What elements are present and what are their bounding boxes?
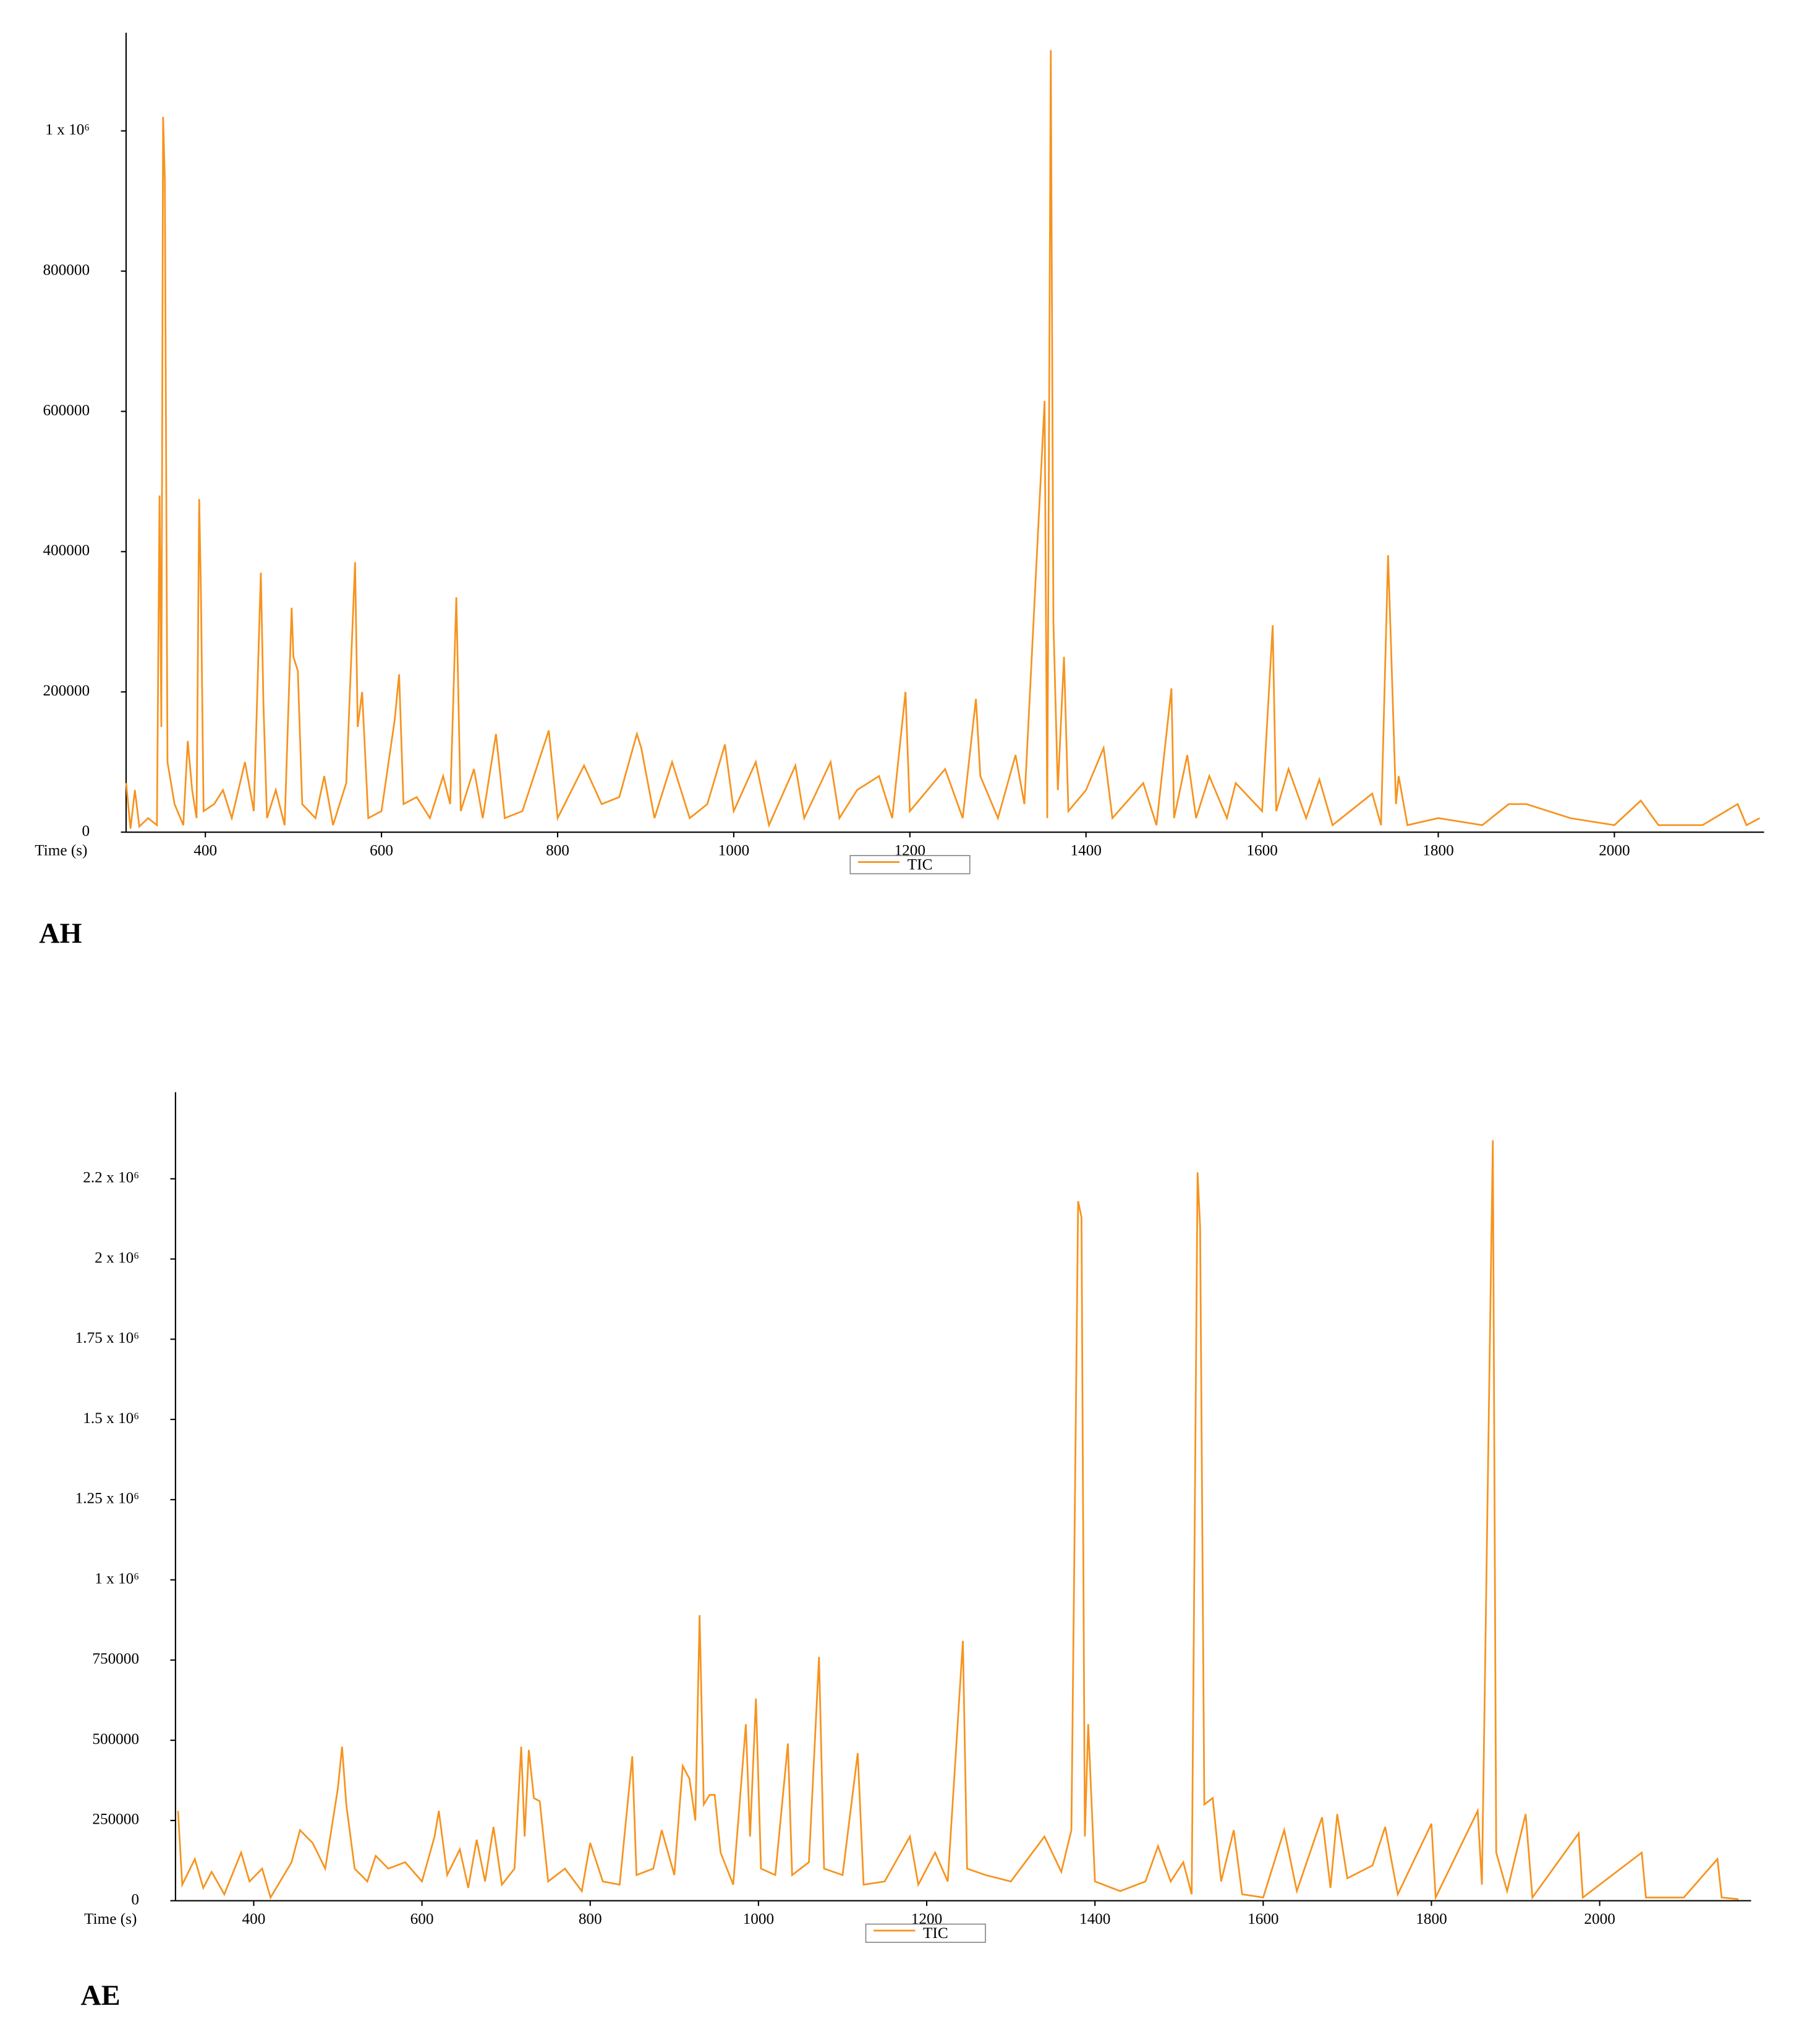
x-tick-label: 1200 — [895, 842, 925, 859]
x-tick-label: 400 — [193, 842, 217, 859]
y-tick-label: 2.2 x 10⁶ — [83, 1170, 139, 1186]
y-tick-label: 1.75 x 10⁶ — [75, 1330, 139, 1346]
x-axis-label: Time (s) — [84, 1911, 137, 1927]
y-tick-label: 750000 — [92, 1651, 139, 1667]
y-tick-label: 800000 — [43, 261, 90, 278]
y-tick-label: 2 x 10⁶ — [95, 1249, 139, 1266]
x-tick-label: 1800 — [1416, 1911, 1447, 1927]
x-tick-label: 1600 — [1248, 1911, 1278, 1927]
data-line — [177, 1140, 1739, 1901]
panel-label: AE — [80, 1980, 120, 2012]
legend-label: TIC — [923, 1925, 948, 1942]
y-tick-label: 1 x 10⁶ — [45, 121, 90, 138]
x-tick-label: 600 — [410, 1911, 434, 1927]
x-tick-label: 600 — [370, 842, 393, 859]
y-tick-label: 0 — [131, 1891, 139, 1908]
y-tick-label: 0 — [82, 823, 90, 839]
legend-box — [865, 1923, 986, 1943]
x-tick-label: 800 — [579, 1911, 602, 1927]
x-tick-label: 1800 — [1422, 842, 1453, 859]
x-tick-label: 1000 — [718, 842, 749, 859]
x-tick-label: 1000 — [743, 1911, 774, 1927]
panel-label: AH — [39, 918, 82, 950]
y-tick-label: 500000 — [92, 1731, 139, 1748]
x-tick-label: 1400 — [1070, 842, 1101, 859]
y-tick-label: 1.5 x 10⁶ — [83, 1410, 139, 1427]
x-tick-label: 2000 — [1584, 1911, 1615, 1927]
x-tick-label: 1400 — [1079, 1911, 1110, 1927]
y-tick-label: 600000 — [43, 402, 90, 419]
x-tick-label: 400 — [242, 1911, 266, 1927]
legend-box — [849, 855, 971, 875]
x-tick-label: 2000 — [1599, 842, 1630, 859]
y-tick-label: 400000 — [43, 542, 90, 559]
y-tick-label: 200000 — [43, 682, 90, 699]
legend-label: TIC — [908, 857, 933, 873]
y-tick-label: 250000 — [92, 1811, 139, 1828]
x-axis-label: Time (s) — [35, 842, 87, 859]
data-line — [125, 50, 1761, 829]
x-tick-label: 800 — [546, 842, 569, 859]
x-tick-label: 1600 — [1246, 842, 1277, 859]
x-tick-label: 1200 — [911, 1911, 942, 1927]
y-tick-label: 1 x 10⁶ — [95, 1570, 139, 1587]
y-tick-label: 1.25 x 10⁶ — [75, 1490, 139, 1507]
